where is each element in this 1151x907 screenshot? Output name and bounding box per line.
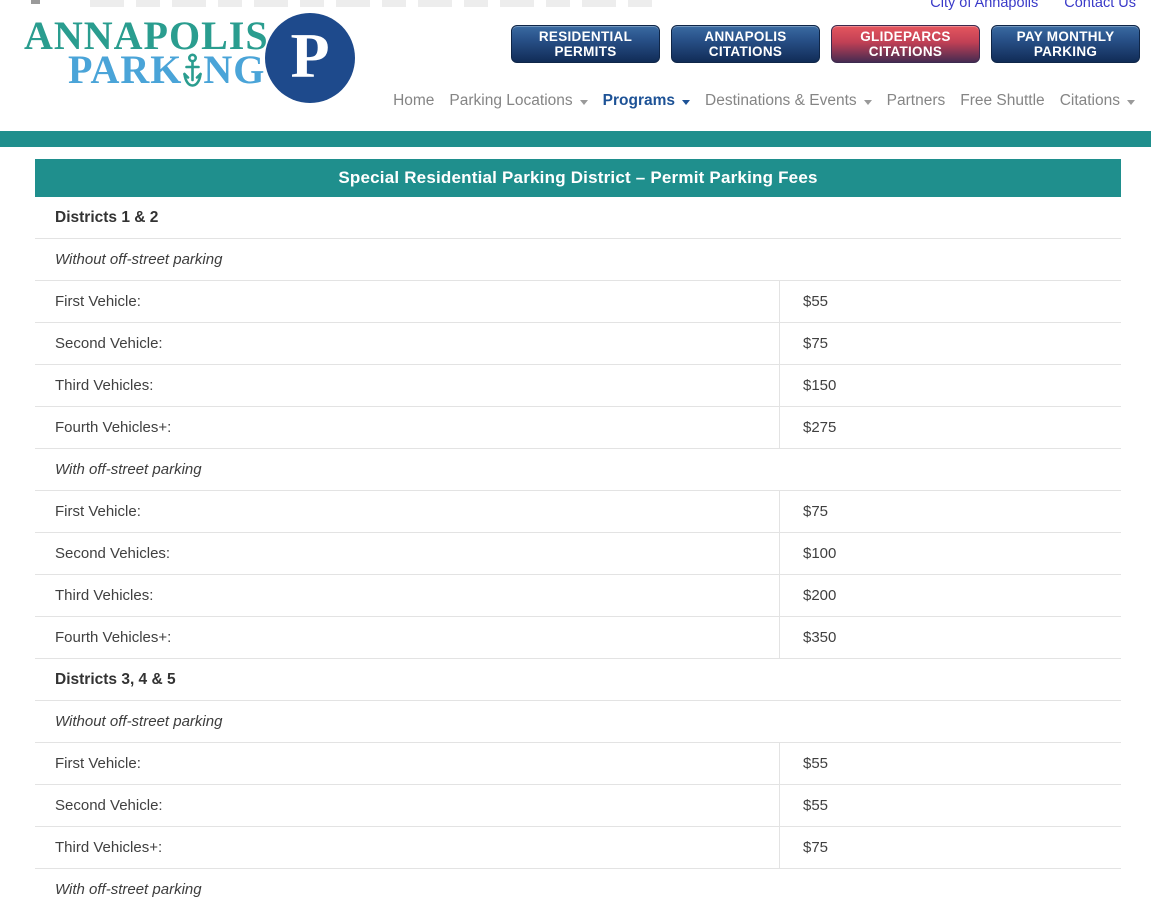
row-price: $100 (779, 533, 1121, 574)
table-row: Third Vehicles+: $75 (35, 827, 1121, 869)
anchor-icon (183, 50, 203, 87)
row-label: First Vehicle: (55, 503, 141, 520)
nav-item-home[interactable]: Home (393, 92, 435, 109)
row-label: Fourth Vehicles+: (55, 629, 172, 646)
logo-p-badge: P (265, 13, 355, 103)
table-row: First Vehicle: $55 (35, 743, 1121, 785)
row-price: $150 (779, 365, 1121, 406)
contact-us-link[interactable]: Contact Us (1064, 0, 1136, 11)
chevron-down-icon (863, 99, 872, 105)
nav-item-parking-locations[interactable]: Parking Locations (449, 92, 588, 110)
table-body: Districts 1 & 2 Without off-street parkin… (35, 197, 1121, 907)
table-row: Without off-street parking (35, 239, 1121, 281)
row-price: $75 (779, 827, 1121, 868)
header-button-row: RESIDENTIAL PERMITS ANNAPOLIS CITATIONS … (511, 25, 1140, 63)
annapolis-parking-logo[interactable]: ANNAPOLIS PARK NG P (14, 0, 374, 110)
row-price: $275 (779, 407, 1121, 448)
table-row: Districts 3, 4 & 5 (35, 659, 1121, 701)
row-label: Districts 3, 4 & 5 (55, 670, 176, 688)
row-label: Third Vehicles+: (55, 839, 163, 856)
table-row: Districts 1 & 2 (35, 197, 1121, 239)
nav-item-citations[interactable]: Citations (1060, 92, 1135, 110)
table-row: First Vehicle: $55 (35, 281, 1121, 323)
table-row: Second Vehicle: $55 (35, 785, 1121, 827)
table-row: With off-street parking (35, 869, 1121, 907)
teal-divider-bar (0, 131, 1151, 147)
table-row: Second Vehicles: $100 (35, 533, 1121, 575)
table-title: Special Residential Parking District – P… (338, 168, 818, 187)
row-price: $55 (779, 743, 1121, 784)
chevron-down-icon (579, 99, 588, 105)
row-price: $75 (779, 323, 1121, 364)
table-row: Third Vehicles: $150 (35, 365, 1121, 407)
row-label: Second Vehicles: (55, 545, 171, 562)
nav-item-programs[interactable]: Programs (603, 92, 691, 110)
row-label: Third Vehicles: (55, 377, 154, 394)
row-price: $55 (779, 785, 1121, 826)
row-label: Fourth Vehicles+: (55, 419, 172, 436)
row-label: Second Vehicle: (55, 335, 163, 352)
clipped-heading-remnant (90, 0, 662, 7)
clipped-text-remnant (31, 0, 40, 4)
row-price: $55 (779, 281, 1121, 322)
row-label: Without off-street parking (55, 713, 223, 730)
logo-text-parking: PARK NG (68, 47, 266, 92)
city-of-annapolis-link[interactable]: City of Annapolis (930, 0, 1039, 11)
utility-links: City of Annapolis Contact Us (930, 0, 1136, 11)
row-label: With off-street parking (55, 881, 202, 898)
logo-text-annapolis: ANNAPOLIS (24, 13, 269, 58)
row-label: First Vehicle: (55, 755, 141, 772)
main-nav: Home Parking Locations Programs Destinat… (393, 92, 1135, 110)
table-row: Second Vehicle: $75 (35, 323, 1121, 365)
permit-fees-table: Special Residential Parking District – P… (35, 159, 1121, 907)
chevron-down-icon (682, 99, 691, 105)
table-row: First Vehicle: $75 (35, 491, 1121, 533)
nav-item-destinations-events[interactable]: Destinations & Events (705, 92, 872, 110)
annapolis-citations-button[interactable]: ANNAPOLIS CITATIONS (671, 25, 820, 63)
row-label: Districts 1 & 2 (55, 208, 159, 226)
row-label: Second Vehicle: (55, 797, 163, 814)
row-label: Without off-street parking (55, 251, 223, 268)
table-title-banner: Special Residential Parking District – P… (35, 159, 1121, 197)
row-price: $200 (779, 575, 1121, 616)
table-row: With off-street parking (35, 449, 1121, 491)
residential-permits-button[interactable]: RESIDENTIAL PERMITS (511, 25, 660, 63)
glideparcs-citations-button[interactable]: GLIDEPARCS CITATIONS (831, 25, 980, 63)
nav-item-free-shuttle[interactable]: Free Shuttle (960, 92, 1045, 109)
nav-item-partners[interactable]: Partners (886, 92, 946, 109)
row-label: Third Vehicles: (55, 587, 154, 604)
row-label: First Vehicle: (55, 293, 141, 310)
table-row: Without off-street parking (35, 701, 1121, 743)
pay-monthly-parking-button[interactable]: PAY MONTHLY PARKING (991, 25, 1140, 63)
logo-badge-letter: P (290, 20, 330, 91)
row-price: $75 (779, 491, 1121, 532)
chevron-down-icon (1127, 99, 1135, 105)
table-row: Third Vehicles: $200 (35, 575, 1121, 617)
row-label: With off-street parking (55, 461, 202, 478)
table-row: Fourth Vehicles+: $350 (35, 617, 1121, 659)
table-row: Fourth Vehicles+: $275 (35, 407, 1121, 449)
row-price: $350 (779, 617, 1121, 658)
